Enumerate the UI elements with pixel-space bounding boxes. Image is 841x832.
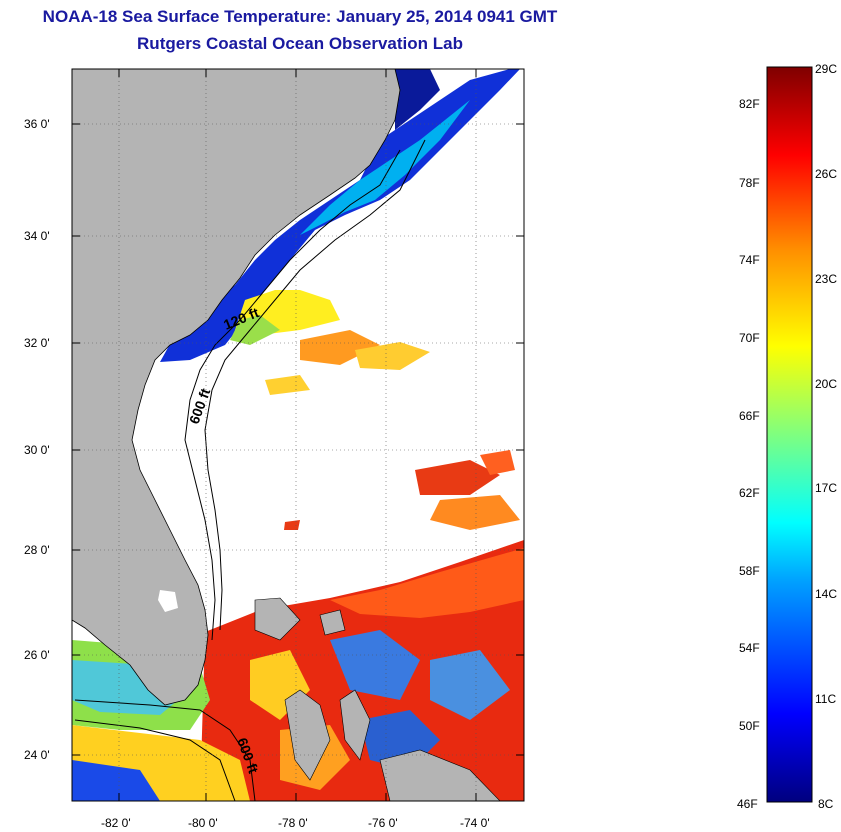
lat-label-30: 30 0' <box>24 443 50 457</box>
lon-label-78: -78 0' <box>278 816 308 830</box>
colorbar-f-66: 66F <box>739 409 760 423</box>
colorbar-f-46: 46F <box>737 797 758 811</box>
colorbar-c-14: 14C <box>815 587 838 601</box>
colorbar-f-58: 58F <box>739 564 760 578</box>
colorbar-c-17: 17C <box>815 481 838 495</box>
lat-label-36: 36 0' <box>24 117 50 131</box>
sst-colorbar <box>766 66 813 803</box>
colorbar-f-70: 70F <box>739 331 760 345</box>
lat-label-28: 28 0' <box>24 543 50 557</box>
colorbar-c-26: 26C <box>815 167 838 181</box>
lat-label-32: 32 0' <box>24 336 50 350</box>
colorbar-c-11: 11C <box>815 692 837 706</box>
lon-label-82: -82 0' <box>101 816 131 830</box>
contour-120ft <box>184 149 401 641</box>
lat-label-24: 24 0' <box>24 748 50 762</box>
map-frame <box>71 68 525 802</box>
colorbar-f-50: 50F <box>739 719 760 733</box>
map-title: NOAA-18 Sea Surface Temperature: January… <box>42 7 558 26</box>
colorbar-c-8: 8C <box>818 797 834 811</box>
lat-label-34: 34 0' <box>24 229 50 243</box>
colorbar-c-23: 23C <box>815 272 838 286</box>
map-subtitle: Rutgers Coastal Ocean Observation Lab <box>137 34 463 53</box>
lon-label-80: -80 0' <box>188 816 218 830</box>
colorbar-f-54: 54F <box>739 641 760 655</box>
colorbar-f-74: 74F <box>739 253 760 267</box>
lat-label-26: 26 0' <box>24 648 50 662</box>
lon-label-76: -76 0' <box>368 816 398 830</box>
colorbar-c-20: 20C <box>815 377 838 391</box>
colorbar-f-82: 82F <box>739 97 760 111</box>
lon-label-74: -74 0' <box>460 816 490 830</box>
map-ticks <box>72 69 524 801</box>
land-mass-southeast-us <box>72 69 401 706</box>
map-plot-area <box>72 69 524 801</box>
colorbar-c-29: 29C <box>815 62 838 76</box>
colorbar-f-62: 62F <box>739 486 760 500</box>
colorbar-f-78: 78F <box>739 176 760 190</box>
contour-600ft <box>204 139 426 631</box>
